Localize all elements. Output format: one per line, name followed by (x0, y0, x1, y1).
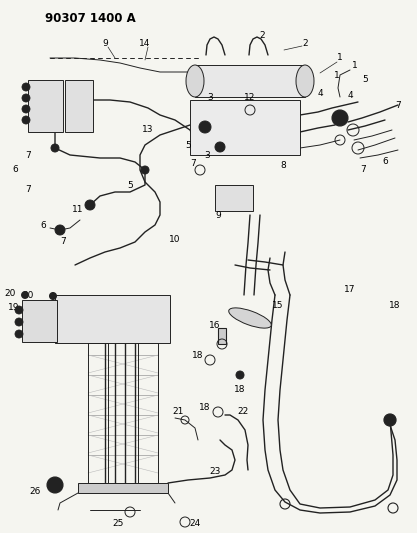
Ellipse shape (229, 308, 271, 328)
Text: 11: 11 (72, 206, 84, 214)
Text: 20: 20 (4, 288, 16, 297)
Circle shape (141, 166, 149, 174)
Circle shape (22, 116, 30, 124)
Text: 23: 23 (209, 467, 221, 477)
Circle shape (332, 110, 348, 126)
Text: 5: 5 (362, 76, 368, 85)
Circle shape (15, 306, 23, 314)
Text: 24: 24 (189, 520, 201, 529)
Circle shape (51, 144, 59, 152)
Ellipse shape (186, 65, 204, 97)
Text: 18: 18 (199, 403, 211, 413)
Text: 18: 18 (192, 351, 204, 359)
Text: 3: 3 (204, 150, 210, 159)
Bar (190, 100, 300, 155)
Circle shape (22, 94, 30, 102)
Circle shape (15, 318, 23, 326)
Bar (195, 65, 305, 97)
Text: 21: 21 (172, 408, 183, 416)
Text: 25: 25 (112, 519, 124, 528)
Text: 18: 18 (389, 301, 401, 310)
Bar (88, 343, 108, 483)
Circle shape (22, 83, 30, 91)
Bar (22, 300, 57, 342)
Text: 6: 6 (12, 166, 18, 174)
Text: 26: 26 (29, 488, 41, 497)
Text: 7: 7 (395, 101, 401, 109)
Text: 9: 9 (215, 211, 221, 220)
Bar (28, 80, 63, 132)
Text: 12: 12 (244, 93, 256, 101)
Text: 7: 7 (360, 166, 366, 174)
Bar (55, 295, 170, 343)
Text: 7: 7 (190, 158, 196, 167)
Text: 90307 1400 A: 90307 1400 A (45, 12, 136, 25)
Text: 4: 4 (317, 88, 323, 98)
Text: 2: 2 (302, 38, 308, 47)
Text: 2: 2 (259, 30, 265, 39)
Text: 10: 10 (169, 236, 181, 245)
Text: 5: 5 (185, 141, 191, 149)
Text: 5: 5 (127, 181, 133, 190)
Text: 14: 14 (139, 38, 151, 47)
Text: 20: 20 (23, 292, 34, 301)
Text: 7: 7 (60, 238, 66, 246)
Text: 19: 19 (8, 303, 20, 312)
Circle shape (55, 225, 65, 235)
Text: 15: 15 (272, 301, 284, 310)
Circle shape (199, 121, 211, 133)
Ellipse shape (296, 65, 314, 97)
Bar (65, 80, 93, 132)
Text: 3: 3 (207, 93, 213, 101)
Text: 17: 17 (344, 286, 356, 295)
Circle shape (85, 200, 95, 210)
Text: 16: 16 (209, 320, 221, 329)
Circle shape (22, 292, 28, 298)
Text: 6: 6 (382, 157, 388, 166)
Text: 4: 4 (347, 91, 353, 100)
Bar (78, 483, 168, 493)
Bar (138, 343, 158, 483)
Circle shape (384, 414, 396, 426)
Bar (218, 328, 226, 344)
Text: 9: 9 (102, 38, 108, 47)
Text: 1: 1 (352, 61, 358, 69)
Bar (215, 185, 253, 211)
Circle shape (22, 105, 30, 113)
Circle shape (47, 477, 63, 493)
Text: 13: 13 (142, 125, 154, 134)
Circle shape (236, 371, 244, 379)
Circle shape (15, 330, 23, 338)
Text: 1: 1 (334, 70, 340, 79)
Text: 7: 7 (25, 150, 31, 159)
Text: 1: 1 (337, 53, 343, 62)
Circle shape (215, 142, 225, 152)
Text: 8: 8 (280, 160, 286, 169)
Text: 7: 7 (25, 185, 31, 195)
Circle shape (50, 293, 56, 300)
Text: 18: 18 (234, 385, 246, 394)
Text: 22: 22 (237, 408, 249, 416)
Text: 6: 6 (40, 221, 46, 230)
